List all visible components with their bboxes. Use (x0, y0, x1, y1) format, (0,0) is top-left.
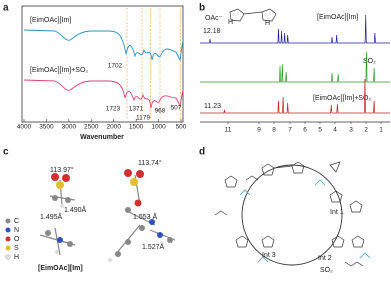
annotation: 507 (171, 105, 182, 112)
structure-text: H (228, 19, 233, 26)
structure (229, 8, 277, 22)
x-tick-label: 1500 (129, 124, 144, 131)
x-tick-label: 8 (272, 127, 276, 134)
panel-b: b OAc⁻ H H [EimOAc][Im] SO₂ [EimOAc][Im]… (199, 3, 390, 134)
x-tick-label: 4000 (17, 124, 32, 131)
x-tick-label: 500 (176, 124, 187, 131)
acetate-groups (239, 179, 371, 263)
nmr-trace (200, 78, 390, 114)
x-tick-label: 2 (364, 127, 368, 134)
legend-entry: N (14, 227, 19, 234)
panel-a: a [EimOAc][Im] [EimOAc][Im]+SO₂ 1702 172… (3, 3, 187, 141)
x-tick-label: 11 (225, 127, 232, 134)
annotation: 1371 (129, 106, 144, 113)
x-ticks: 11 9 8 7 6 5 4 3 2 1 (225, 122, 383, 134)
intermediate-label: Int 2 (318, 255, 332, 262)
angle-label: 113.74° (138, 159, 162, 167)
panel-label: d (199, 147, 205, 158)
bond-label: 1.527Å (142, 242, 165, 251)
annotation: 1702 (108, 63, 123, 70)
annotation: 1723 (106, 106, 121, 113)
legend-entry: [EimOAc][Im]+SO₂ (30, 67, 88, 74)
shift-label: 11.23 (204, 103, 221, 110)
annotation: 968 (155, 108, 166, 115)
spectrum-label: [EimOAc][Im]+SO₂ (313, 95, 371, 102)
x-tick-label: 9 (257, 127, 261, 134)
x-tick-label: 2000 (106, 124, 121, 131)
x-tick-label: 3000 (62, 124, 77, 131)
x-axis-label: Wavenumber (80, 134, 124, 141)
bond-label: 1.553 Å (133, 212, 157, 221)
atom-legend (5, 218, 11, 260)
panel-c: c 113.97° 113.74° 1.490Å 1.495Å 1.553 Å … (3, 147, 176, 272)
legend-entry: C (14, 218, 19, 225)
legend-entry: S (14, 245, 19, 252)
x-tick-label: 5 (318, 127, 322, 134)
x-tick-label: 2500 (84, 124, 99, 131)
annotation: 1179 (136, 115, 150, 122)
ir-curve (23, 29, 184, 62)
x-tick-label: 7 (288, 127, 292, 134)
legend-entry: [EimOAc][Im] (30, 17, 71, 24)
atoms (45, 169, 173, 262)
structures (214, 161, 365, 267)
structure-text: H (265, 20, 270, 27)
intermediate-label: Int 1 (330, 209, 344, 216)
x-tick-label: 4 (333, 127, 337, 134)
x-ticks: 4000 3500 3000 2500 2000 1500 1000 500 (17, 119, 187, 131)
spectra (200, 14, 390, 114)
nmr-trace (200, 14, 390, 44)
x-tick-label: 3 (349, 127, 353, 134)
cycle (241, 164, 343, 266)
spectrum-label: [EimOAc][Im] (317, 14, 358, 21)
x-tick-label: 6 (303, 127, 307, 134)
ir-curve (23, 79, 184, 109)
panel-d: d Int 1 Int 2 Int 3 SO₂ (199, 147, 371, 274)
bond-label: 1.490Å (64, 205, 87, 214)
x-tick-label: 1000 (151, 124, 166, 131)
reagent-label: SO₂ (320, 267, 333, 274)
bond-label: 1.495Å (40, 212, 63, 221)
x-tick-label: 3500 (39, 124, 54, 131)
spectrum-label: SO₂ (363, 58, 376, 65)
panel-label: c (3, 147, 9, 158)
plot-frame (21, 5, 184, 123)
panel-label: a (3, 3, 9, 14)
legend-entry: H (14, 254, 19, 261)
nmr-trace (200, 51, 390, 83)
x-tick-label: 1 (379, 127, 383, 134)
shift-label: 12.18 (203, 28, 221, 35)
panel-label: b (199, 3, 205, 14)
intermediate-label: Int 3 (262, 252, 276, 259)
guide-lines (126, 8, 181, 120)
structure-text: OAc⁻ (205, 15, 223, 22)
caption: [EimOAc][Im] (38, 265, 83, 272)
legend-entry: O (14, 236, 20, 243)
angle-label: 113.97° (50, 166, 74, 174)
